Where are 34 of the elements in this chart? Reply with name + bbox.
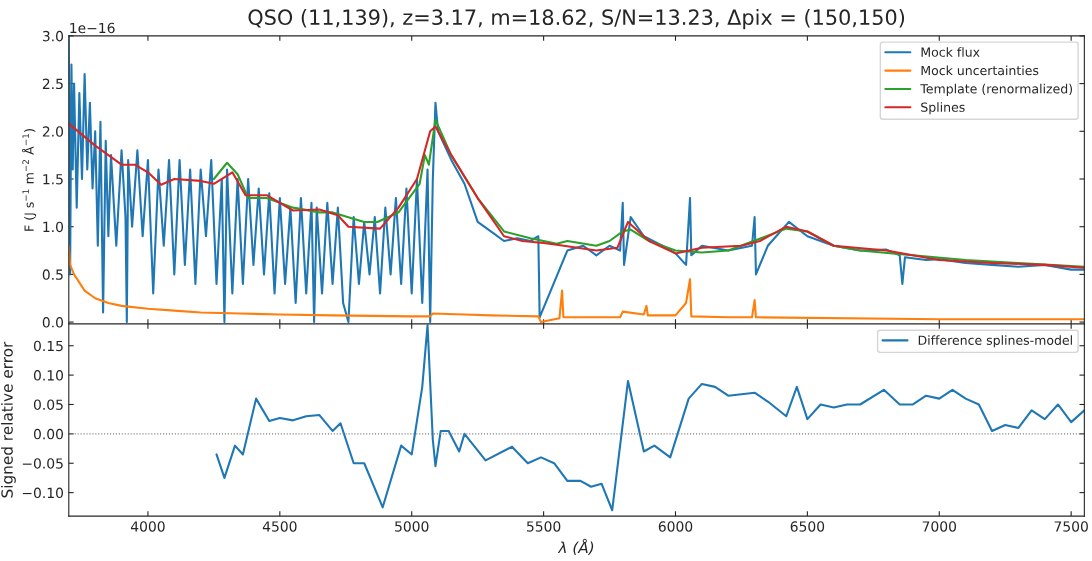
- y-tick-label: 0.10: [33, 370, 64, 381]
- y-tick-label: 0.0: [42, 317, 64, 328]
- line-series: [215, 324, 1085, 512]
- y-tick-label: −0.05: [22, 458, 63, 469]
- x-tick-label: 7500: [1054, 521, 1088, 532]
- x-tick-label: 4000: [130, 521, 165, 532]
- x-tick-label: 4500: [262, 521, 297, 532]
- y-tick-label: 0.05: [33, 399, 63, 410]
- line-series: [212, 118, 1085, 268]
- y-tick-label: 0.5: [42, 269, 63, 280]
- y-tick-label: −0.10: [22, 487, 64, 499]
- legend-label: Difference splines-model: [918, 335, 1072, 348]
- legend-label: Splines: [921, 102, 965, 115]
- y-tick-label: 2.5: [42, 78, 63, 90]
- x-tick-label: 5000: [395, 521, 429, 532]
- y-axis-title: Signed relative error: [1, 341, 16, 498]
- y-tick-label: 2.0: [42, 126, 64, 137]
- y-tick-label: 1.5: [43, 174, 63, 185]
- x-tick-label: 6500: [790, 521, 825, 532]
- chart-title: QSO (11,139), z=3.17, m=18.62, S/N=13.23, Δpix = (150,150): [248, 8, 905, 30]
- x-axis-title: λ (Å): [557, 538, 594, 556]
- y-axis-title: F (J s$^{−1}$ m$^{−2}$ Å$^{−1}$): [22, 129, 37, 231]
- legend-label: Mock uncertainties: [921, 65, 1039, 76]
- y-tick-label: 0.15: [33, 340, 63, 352]
- legend-label: Template (renormalized): [920, 83, 1073, 96]
- x-tick-label: 7000: [922, 521, 957, 532]
- y-tick-label: 3.0: [42, 30, 64, 42]
- x-tick-label: 5500: [527, 521, 561, 532]
- legend-label: Mock flux: [921, 47, 980, 57]
- x-tick-label: 6000: [658, 521, 693, 532]
- text: 1e−16: [70, 22, 115, 34]
- y-tick-label: 0.00: [33, 428, 64, 440]
- line-series: [68, 122, 1085, 269]
- y-tick-label: 1.0: [43, 221, 64, 233]
